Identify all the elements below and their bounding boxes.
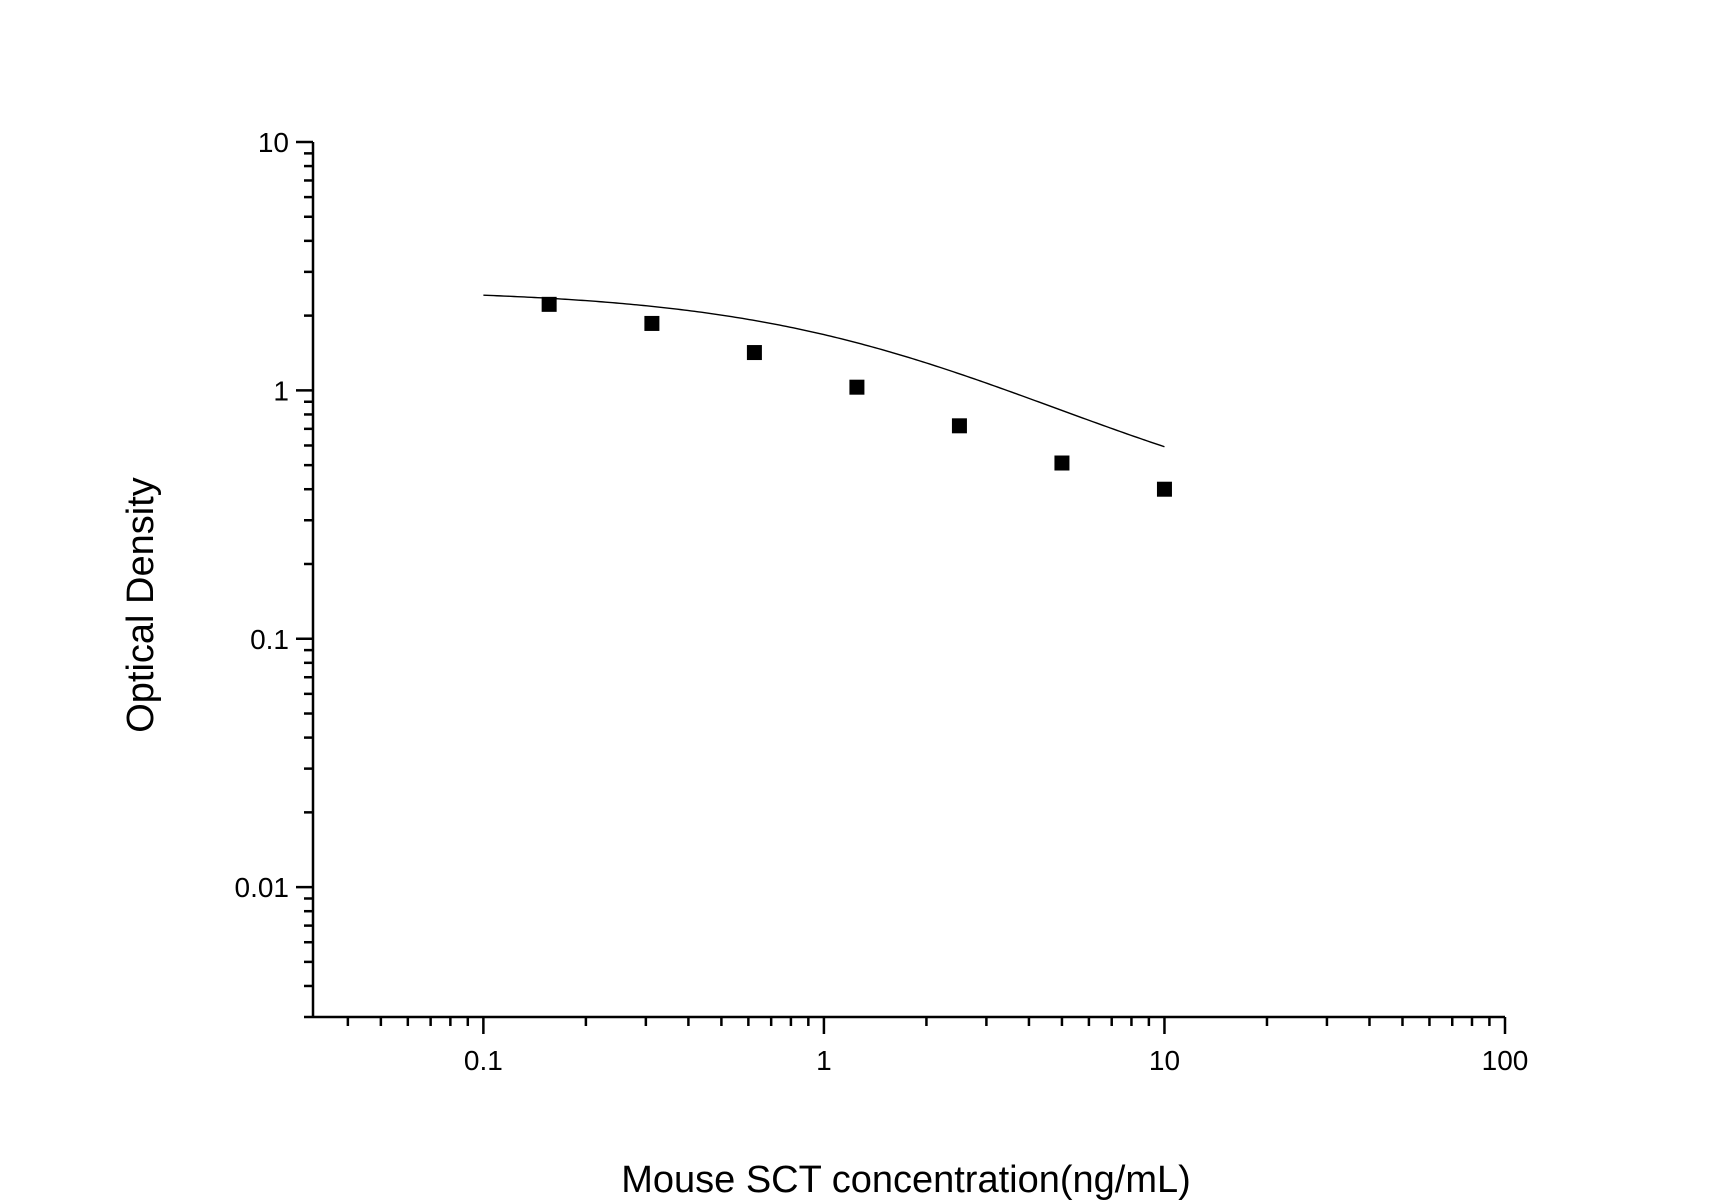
- x-tick-label: 10: [1149, 1045, 1180, 1076]
- y-tick-label: 0.01: [235, 872, 290, 903]
- y-tick-label: 0.1: [250, 624, 289, 655]
- y-tick-label: 1: [273, 375, 289, 406]
- data-point-marker: [644, 315, 660, 331]
- data-point-marker: [746, 345, 762, 361]
- data-points: [541, 296, 1172, 497]
- x-axis-ticks: [346, 1017, 1507, 1034]
- fit-curve-line: [483, 294, 1165, 448]
- x-tick-label: 1: [816, 1045, 832, 1076]
- y-axis-title: Optical Density: [120, 477, 162, 733]
- data-point-marker: [951, 418, 967, 434]
- y-axis-ticks: [296, 140, 313, 1019]
- data-point-marker: [1054, 455, 1070, 471]
- x-tick-label: 0.1: [464, 1045, 503, 1076]
- x-axis-tick-labels: 0.1 1 10 100: [464, 1045, 1528, 1076]
- x-tick-label: 100: [1482, 1045, 1529, 1076]
- y-tick-label: 10: [258, 127, 289, 158]
- data-point-marker: [1156, 481, 1172, 497]
- x-axis-title: Mouse SCT concentration(ng/mL): [621, 1159, 1191, 1201]
- data-point-marker: [541, 296, 557, 312]
- axes: [311, 142, 1505, 1019]
- data-point-marker: [849, 379, 865, 395]
- y-axis-tick-labels: 0.01 0.1 1 10: [235, 127, 290, 903]
